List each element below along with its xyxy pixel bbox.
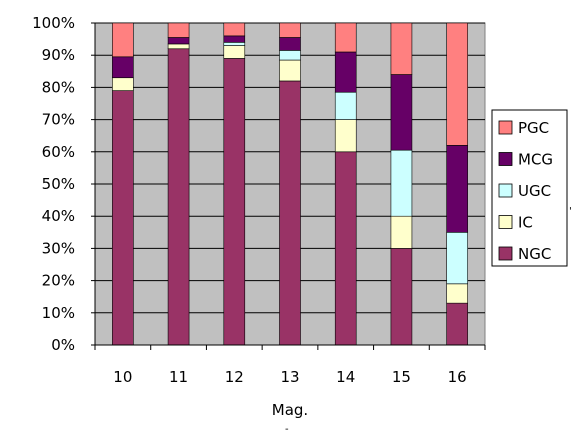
y-tick-label: 0% (51, 336, 75, 354)
bar-segment-ugc (390, 149, 413, 217)
legend-label-pgc: PGC (518, 119, 549, 137)
bar-segment-ngc (112, 90, 134, 346)
bar-segment-pgc (223, 22, 246, 37)
bar-segment-ngc (279, 80, 301, 346)
bar-segment-ic (279, 59, 301, 82)
legend-label-ngc: NGC (518, 245, 551, 263)
bars (112, 22, 468, 346)
bar-segment-ugc (446, 232, 468, 285)
bar-segment-pgc (279, 22, 301, 38)
y-tick-label: 30% (42, 239, 75, 257)
legend-label-ic: IC (518, 214, 533, 232)
x-tick-label: 14 (336, 368, 355, 386)
bar-segment-mcg (446, 145, 468, 233)
y-tick-label: 20% (42, 272, 75, 290)
x-tick-label: 12 (225, 368, 244, 386)
y-tick-label: 40% (42, 207, 75, 225)
bar-segment-pgc (112, 22, 134, 58)
bar-segment-ic (446, 283, 468, 304)
y-tick-label: 90% (42, 46, 75, 64)
axes (91, 22, 486, 350)
bar-segment-ngc (390, 248, 413, 346)
y-tick-label: 100% (32, 14, 75, 32)
bar-segment-ugc (223, 42, 246, 46)
bar-segment-ngc (167, 48, 190, 346)
legend-swatch-ic (498, 215, 513, 229)
stray-mark: ' (569, 206, 572, 217)
y-tick-label: 50% (42, 175, 75, 193)
stray-mark: - (285, 424, 289, 430)
bar-segment-ngc (223, 58, 246, 346)
legend-label-mcg: MCG (518, 151, 553, 169)
legend: PGC MCG UGC IC NGC (491, 109, 568, 267)
bar-segment-ic (112, 77, 134, 91)
bar-segment-mcg (279, 37, 301, 51)
bar-segment-pgc (334, 22, 357, 53)
bar-segment-ngc (334, 151, 357, 346)
bar-segment-mcg (223, 35, 246, 43)
legend-swatch-ngc (498, 246, 513, 261)
legend-swatch-mcg (498, 152, 513, 166)
bar-segment-ic (390, 215, 413, 249)
bar-segment-mcg (112, 56, 134, 79)
bar-segment-ic (223, 45, 246, 59)
bar-segment-ugc (279, 50, 301, 61)
bar-segment-ic (167, 43, 190, 50)
legend-label-ugc: UGC (518, 182, 551, 200)
bar-segment-ugc (334, 91, 357, 120)
y-tick-label: 70% (42, 111, 75, 129)
bar-segment-pgc (167, 22, 190, 38)
y-tick-label: 60% (42, 143, 75, 161)
legend-swatch-pgc (498, 120, 513, 135)
x-tick-label: 13 (280, 368, 299, 386)
y-tick-label: 10% (42, 304, 75, 322)
x-tick-label: 16 (448, 368, 467, 386)
y-tick-labels: 0% 10% 20% 30% 40% 50% 60% 70% 80% 90% 100% (32, 14, 75, 354)
x-tick-label: 11 (169, 368, 188, 386)
bar-segment-pgc (446, 22, 468, 146)
x-axis-title: Mag. (272, 401, 308, 419)
bar-segment-mcg (167, 37, 190, 45)
bar-segment-pgc (390, 22, 413, 75)
bar-segment-ngc (446, 302, 468, 346)
x-tick-label: 15 (392, 368, 411, 386)
x-tick-labels: 10 11 12 13 14 15 16 (113, 368, 466, 386)
bar-segment-mcg (334, 51, 357, 93)
bar-segment-ic (334, 119, 357, 153)
y-tick-label: 80% (42, 78, 75, 96)
x-tick-label: 10 (113, 368, 132, 386)
bar-segment-mcg (390, 74, 413, 151)
legend-swatch-ugc (498, 183, 513, 198)
